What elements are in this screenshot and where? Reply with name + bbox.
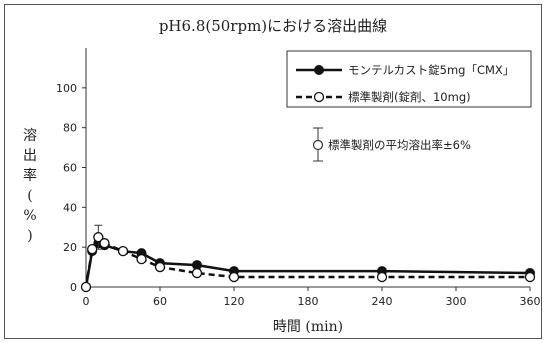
y-tick-label: 40 (63, 201, 77, 214)
y-axis-label: 溶出率 (%) (23, 128, 37, 244)
data-point (524, 271, 536, 283)
data-point (93, 232, 104, 243)
series-line-1 (84, 235, 530, 288)
x-tick-label: 180 (298, 295, 319, 308)
y-axis-label-char: 率 (23, 167, 37, 184)
legend: モンテルカスト錠5mg「CMX」 標準製剤(錠剤、10mg) (286, 50, 532, 108)
annotation-label: 標準製剤の平均溶出率±6% (328, 138, 471, 152)
x-tick-label: 300 (446, 295, 467, 308)
chart-frame (4, 4, 542, 339)
y-axis-label-char: ) (27, 228, 32, 244)
error-annotation: 標準製剤の平均溶出率±6% (312, 127, 471, 162)
y-axis-label-char: ( (27, 188, 32, 204)
data-point (228, 271, 240, 283)
legend-marker-reference (313, 91, 325, 103)
data-point (191, 267, 203, 279)
x-tick-label: 120 (224, 295, 245, 308)
y-tick-label: 60 (63, 162, 77, 175)
y-axis-label-char: % (23, 208, 36, 224)
data-point (117, 245, 129, 257)
legend-label-reference: 標準製剤(錠剤、10mg) (348, 90, 471, 104)
annotation-marker (312, 139, 324, 151)
x-tick-label: 0 (83, 295, 90, 308)
chart-title: pH6.8(50rpm)における溶出曲線 (159, 17, 387, 35)
legend-marker-test (314, 65, 324, 75)
data-point (136, 253, 147, 265)
y-tick-label: 100 (56, 82, 77, 95)
y-tick-label: 20 (63, 241, 77, 254)
data-point (154, 261, 166, 273)
legend-label-test: モンテルカスト錠5mg「CMX」 (348, 63, 514, 77)
x-tick-label: 240 (372, 295, 393, 308)
data-point (376, 271, 388, 283)
y-axis-label-char: 溶 (23, 128, 37, 144)
x-tick-label: 360 (520, 295, 541, 308)
data-point (80, 281, 92, 293)
y-tick-label: 0 (70, 281, 77, 294)
x-tick-label: 60 (153, 295, 167, 308)
data-point (87, 244, 98, 255)
data-point (99, 238, 110, 249)
x-axis-label: 時間 (min) (273, 319, 343, 335)
y-axis-label-char: 出 (23, 148, 37, 164)
y-tick-label: 80 (63, 122, 77, 135)
